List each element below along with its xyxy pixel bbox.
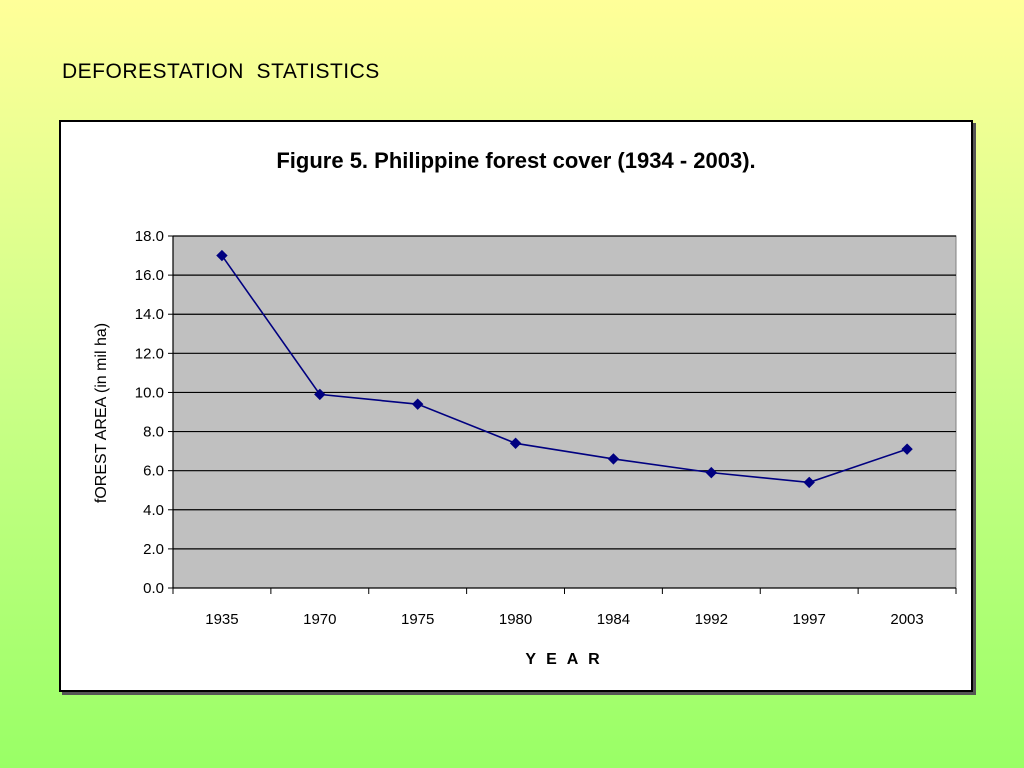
chart-title: Figure 5. Philippine forest cover (1934 … xyxy=(276,148,755,173)
series-line xyxy=(221,255,908,484)
data-point xyxy=(803,476,815,489)
x-axis-label: Y E A R xyxy=(525,651,602,668)
x-tick-label: 1997 xyxy=(793,611,826,628)
y-tick-label: 0.0 xyxy=(143,580,164,597)
x-tick-label: 1992 xyxy=(695,611,728,628)
x-tick-label: 1980 xyxy=(499,611,532,628)
slide-title: DEFORESTATION STATISTICS xyxy=(62,60,380,83)
plot-area xyxy=(172,235,957,589)
data-point xyxy=(705,466,718,479)
data-point xyxy=(216,249,228,262)
y-tick-label: 4.0 xyxy=(143,502,164,519)
x-tick-label: 1984 xyxy=(597,611,630,628)
data-point xyxy=(901,443,913,455)
y-tick-label: 14.0 xyxy=(135,306,164,323)
axes xyxy=(168,235,957,594)
y-tick-labels: 0.0 2.0 4.0 6.0 8.0 10.0 12.0 14.0 16.0 18.0 xyxy=(135,228,164,597)
y-tick-label: 10.0 xyxy=(135,384,164,401)
x-tick-label: 2003 xyxy=(890,611,923,628)
data-point xyxy=(607,453,620,465)
x-tick-label: 1970 xyxy=(303,611,336,628)
x-tick-label: 1975 xyxy=(401,611,434,628)
x-tick-label: 1935 xyxy=(205,611,238,628)
series xyxy=(216,249,913,489)
y-tick-label: 12.0 xyxy=(135,345,164,362)
x-tick-labels: 1935 1970 1975 1980 1984 1992 1997 2003 xyxy=(205,611,924,628)
y-tick-label: 8.0 xyxy=(143,424,164,441)
line-chart: Figure 5. Philippine forest cover (1934 … xyxy=(93,148,957,668)
y-tick-label: 18.0 xyxy=(135,228,164,245)
y-tick-label: 6.0 xyxy=(143,463,164,480)
data-point xyxy=(314,388,326,401)
data-point xyxy=(509,437,522,449)
data-point xyxy=(411,398,424,410)
y-tick-label: 16.0 xyxy=(135,267,164,284)
y-tick-label: 2.0 xyxy=(143,541,164,558)
y-axis-label: fOREST AREA (in mil ha) xyxy=(93,323,110,503)
chart-container: Figure 5. Philippine forest cover (1934 … xyxy=(59,120,973,692)
gridlines xyxy=(173,235,956,550)
